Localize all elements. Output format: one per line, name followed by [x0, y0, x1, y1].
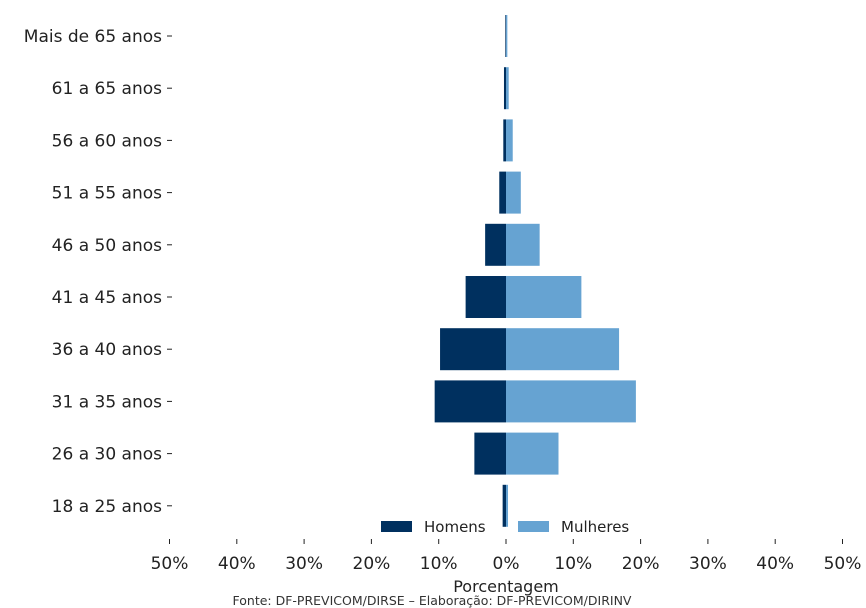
- y-tick-label: 61 a 65 anos: [52, 79, 162, 99]
- bar-homens-18-a-25-anos: [502, 484, 506, 527]
- y-tick-label: 46 a 50 anos: [52, 236, 162, 256]
- bar-mulheres-31-a-35-anos: [506, 380, 636, 423]
- bar-mulheres-36-a-40-anos: [506, 328, 620, 371]
- y-tick-label: 26 a 30 anos: [52, 445, 162, 465]
- bar-homens-61-a-65-anos: [503, 67, 506, 110]
- x-tick-label: 50%: [151, 554, 189, 574]
- y-tick-label: Mais de 65 anos: [24, 27, 162, 47]
- bar-mulheres-mais-de-65-anos: [506, 15, 508, 57]
- legend-swatch-homens: [381, 521, 412, 532]
- y-tick-label: 36 a 40 anos: [52, 340, 162, 360]
- bar-homens-26-a-30-anos: [474, 432, 506, 475]
- bar-mulheres-26-a-30-anos: [506, 432, 559, 475]
- bar-homens-41-a-45-anos: [465, 276, 506, 318]
- bar-mulheres-51-a-55-anos: [506, 171, 521, 214]
- bar-mulheres-41-a-45-anos: [506, 276, 582, 318]
- bar-mulheres-56-a-60-anos: [506, 119, 513, 162]
- bar-homens-31-a-35-anos: [434, 380, 506, 423]
- bars-group: [434, 15, 636, 527]
- legend-swatch-mulheres: [518, 521, 549, 532]
- bar-mulheres-18-a-25-anos: [506, 484, 509, 527]
- bar-homens-mais-de-65-anos: [505, 15, 506, 57]
- x-axis-label: Porcentagem: [453, 577, 559, 596]
- y-tick-label: 31 a 35 anos: [52, 392, 162, 412]
- x-tick-label: 40%: [756, 554, 794, 574]
- x-tick-label: 40%: [218, 554, 256, 574]
- x-tick-label: 30%: [689, 554, 727, 574]
- x-tick-label: 20%: [622, 554, 660, 574]
- x-tick-label: 10%: [554, 554, 592, 574]
- bar-homens-36-a-40-anos: [440, 328, 506, 371]
- bar-mulheres-61-a-65-anos: [506, 67, 509, 110]
- x-tick-label: 0%: [493, 554, 520, 574]
- y-tick-label: 56 a 60 anos: [52, 131, 162, 151]
- x-tick-label: 50%: [824, 554, 862, 574]
- source-note: Fonte: DF-PREVICOM/DIRSE – Elaboração: D…: [233, 593, 632, 608]
- bar-homens-56-a-60-anos: [503, 119, 506, 162]
- bar-homens-51-a-55-anos: [499, 171, 506, 214]
- y-tick-label: 18 a 25 anos: [52, 497, 162, 517]
- x-tick-label: 30%: [285, 554, 323, 574]
- x-axis-ticks: 50% 40% 30% 20% 10% 0% 10% 20% 30% 40% 50%: [151, 539, 862, 574]
- legend-label-homens: Homens: [424, 518, 486, 536]
- x-tick-label: 10%: [420, 554, 458, 574]
- y-tick-label: 51 a 55 anos: [52, 184, 162, 204]
- y-axis-ticks: Mais de 65 anos 61 a 65 anos 56 a 60 anos 5…: [24, 27, 172, 517]
- y-tick-label: 41 a 45 anos: [52, 288, 162, 308]
- bar-mulheres-46-a-50-anos: [506, 223, 540, 266]
- legend: Homens Mulheres: [381, 518, 629, 536]
- legend-label-mulheres: Mulheres: [561, 518, 629, 536]
- bar-homens-46-a-50-anos: [485, 223, 506, 266]
- x-tick-label: 20%: [353, 554, 391, 574]
